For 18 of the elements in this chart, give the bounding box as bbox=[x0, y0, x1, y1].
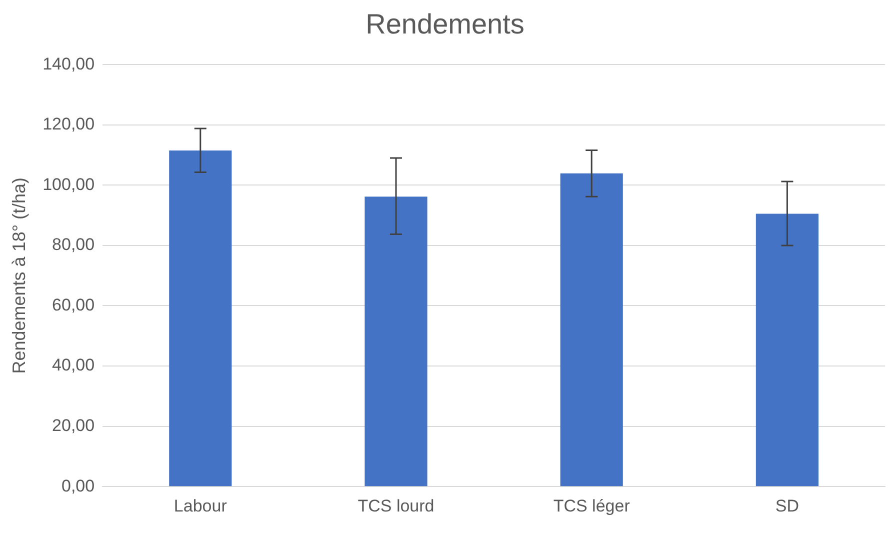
y-tick-label: 0,00 bbox=[62, 476, 95, 496]
y-tick-label: 40,00 bbox=[52, 356, 95, 375]
chart-title: Rendements bbox=[366, 8, 524, 40]
bar bbox=[169, 150, 232, 486]
x-tick-label: Labour bbox=[174, 496, 228, 516]
y-tick-label: 60,00 bbox=[52, 295, 95, 314]
x-tick-label: SD bbox=[775, 496, 800, 516]
y-axis-title: Rendements à 18° (t/ha) bbox=[8, 177, 29, 374]
bar bbox=[756, 214, 818, 486]
y-tick-label: 20,00 bbox=[52, 416, 95, 435]
x-tick-label: TCS lourd bbox=[358, 496, 434, 516]
x-tick-label: TCS léger bbox=[553, 496, 630, 516]
bar bbox=[560, 173, 623, 486]
y-tick-label: 80,00 bbox=[52, 235, 95, 254]
bar bbox=[364, 196, 428, 486]
y-tick-label: 120,00 bbox=[42, 114, 95, 134]
y-tick-label: 140,00 bbox=[42, 54, 95, 74]
y-tick-label: 100,00 bbox=[42, 174, 95, 194]
